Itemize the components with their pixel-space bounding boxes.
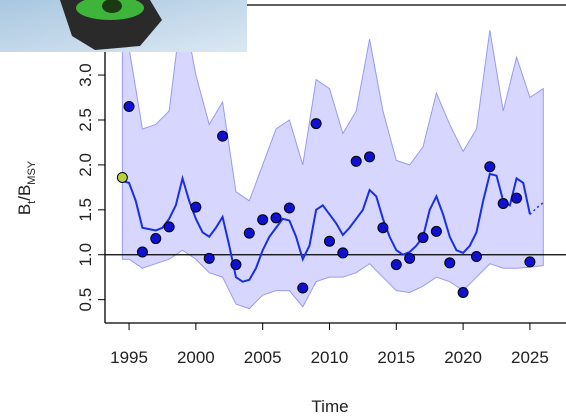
data-point bbox=[338, 248, 348, 258]
data-point bbox=[137, 247, 147, 257]
y-tick-label: 0.5 bbox=[76, 288, 95, 312]
y-tick-label: 2.5 bbox=[76, 108, 95, 132]
data-point bbox=[231, 260, 241, 270]
overlay-image bbox=[0, 0, 247, 52]
y-axis-label: Bt/BMSY bbox=[15, 160, 38, 215]
data-point bbox=[298, 283, 308, 293]
x-tick-label: 2020 bbox=[444, 348, 482, 367]
data-point bbox=[378, 223, 388, 233]
y-label-part: B bbox=[15, 204, 34, 215]
data-point bbox=[244, 228, 254, 238]
data-point bbox=[525, 257, 535, 267]
data-point bbox=[365, 152, 375, 162]
data-point bbox=[498, 199, 508, 209]
data-point bbox=[418, 233, 428, 243]
data-point bbox=[218, 131, 228, 141]
data-point bbox=[191, 202, 201, 212]
data-point bbox=[471, 252, 481, 262]
x-tick-label: 2005 bbox=[244, 348, 282, 367]
chart: 1995 2000 2005 2010 2015 2020 2025 0.5 1.0 1.5 2.0… bbox=[0, 0, 566, 420]
data-point bbox=[445, 258, 455, 268]
data-point bbox=[431, 226, 441, 236]
x-tick-label: 2025 bbox=[511, 348, 549, 367]
data-point bbox=[164, 222, 174, 232]
data-point bbox=[324, 236, 334, 246]
data-point bbox=[458, 287, 468, 297]
x-tick-label: 2010 bbox=[311, 348, 349, 367]
data-point bbox=[117, 172, 127, 182]
x-tick-label: 1995 bbox=[110, 348, 148, 367]
y-label-sub: MSY bbox=[26, 160, 38, 185]
y-tick-label: 3.0 bbox=[76, 63, 95, 87]
data-point bbox=[512, 193, 522, 203]
data-point bbox=[151, 234, 161, 244]
y-tick-label: 1.5 bbox=[76, 198, 95, 222]
data-point bbox=[284, 203, 294, 213]
y-label-part: /B bbox=[15, 185, 34, 201]
data-point bbox=[405, 253, 415, 263]
x-tick-label: 2015 bbox=[377, 348, 415, 367]
data-point bbox=[258, 215, 268, 225]
data-point bbox=[311, 119, 321, 129]
data-point bbox=[271, 213, 281, 223]
data-point bbox=[351, 156, 361, 166]
data-point bbox=[124, 102, 134, 112]
data-point bbox=[485, 162, 495, 172]
x-axis-label: Time bbox=[311, 397, 348, 416]
y-tick-label: 1.0 bbox=[76, 243, 95, 267]
data-point bbox=[204, 253, 214, 263]
y-tick-label: 2.0 bbox=[76, 153, 95, 177]
data-point bbox=[391, 260, 401, 270]
x-tick-label: 2000 bbox=[177, 348, 215, 367]
